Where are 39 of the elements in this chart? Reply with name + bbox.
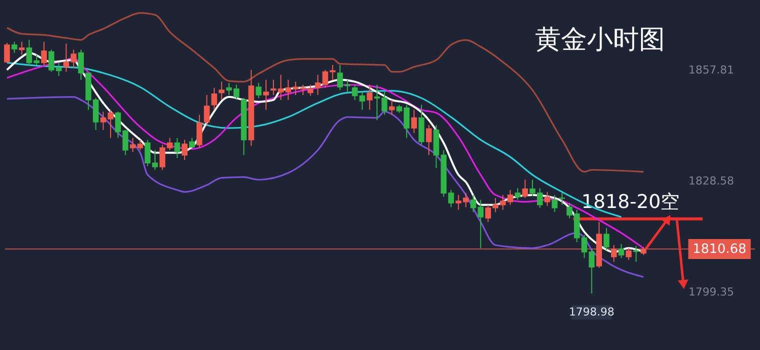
candlestick [559, 192, 565, 206]
candlestick [514, 188, 521, 200]
ref-line-label: 1818-20空 [581, 190, 680, 213]
candlestick [366, 84, 373, 110]
candlestick [256, 82, 262, 99]
candlestick [196, 114, 202, 148]
y-tick-label: 1799.35 [688, 286, 734, 299]
candlestick [426, 124, 432, 156]
candlestick [174, 137, 180, 159]
ref-line-label: 1810.68 [692, 242, 746, 257]
candlestick [204, 94, 210, 126]
candlestick [182, 139, 188, 160]
candlestick [263, 79, 269, 110]
candlestick [4, 42, 10, 64]
y-tick-label: 1857.81 [688, 63, 734, 76]
candlestick [470, 194, 476, 213]
candlestick [604, 228, 610, 251]
candlestick [633, 245, 639, 262]
text: 黄金小时图 [535, 25, 665, 55]
candlestick [189, 137, 195, 148]
candlestick [411, 109, 417, 134]
candlestick [618, 243, 624, 259]
candlestick [359, 91, 366, 110]
candlestick [588, 248, 595, 294]
candlestick [137, 139, 144, 151]
candlestick [418, 104, 424, 146]
candlestick [314, 74, 321, 96]
candlestick [544, 191, 550, 206]
annotation: 1798.98 [568, 305, 614, 318]
candlestick [211, 87, 218, 110]
candlestick [522, 179, 528, 198]
candlestick [41, 41, 47, 66]
candlestick [552, 194, 558, 213]
candlestick [218, 81, 225, 100]
y-tick-label: 1828.58 [688, 174, 734, 188]
candlestick [478, 199, 484, 249]
candlestick [18, 41, 25, 56]
candlestick [11, 41, 18, 54]
candlestick [352, 84, 358, 100]
